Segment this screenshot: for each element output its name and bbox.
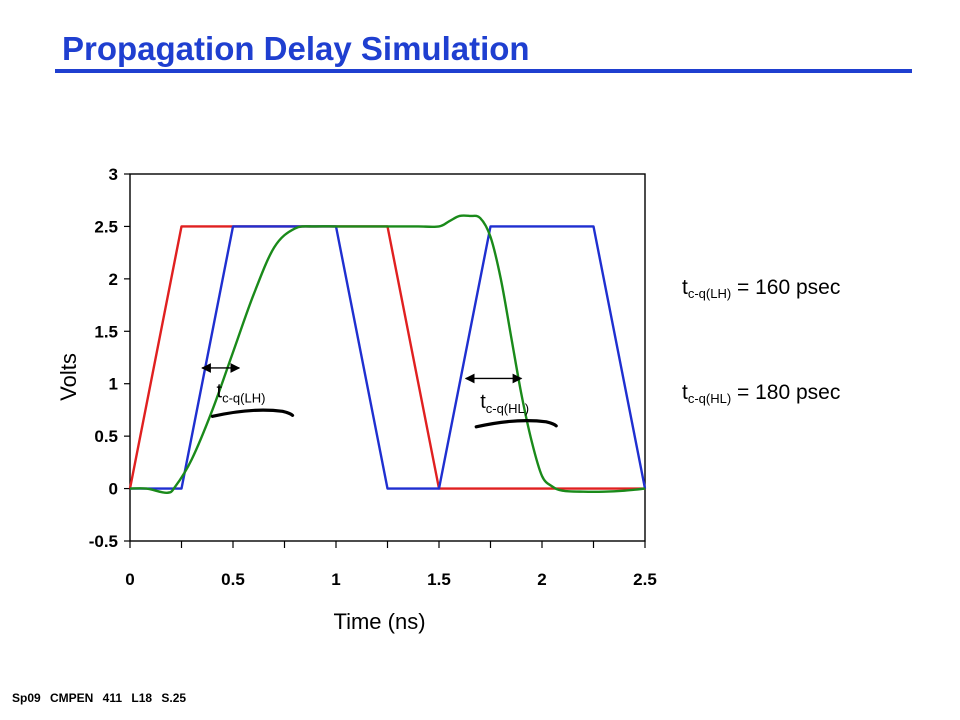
y-tick-label: 1.5 <box>94 322 118 341</box>
delay-underline-1 <box>474 419 558 429</box>
result-value: = 180 psec <box>731 381 841 404</box>
delay-underline-0 <box>210 408 295 418</box>
result-symbol: t <box>682 276 688 299</box>
delay-result-hl: tc-q(HL) = 180 psec <box>682 381 840 406</box>
slide-footer: Sp09 CMPEN 411 L18 S.25 <box>12 691 187 705</box>
delay-label-symbol: t <box>480 391 486 413</box>
y-tick-label: 2 <box>109 270 118 289</box>
x-tick-label: 2 <box>537 570 546 589</box>
delay-label-subscript: c-q(HL) <box>486 401 529 416</box>
delay-label-1: tc-q(HL) <box>480 391 529 416</box>
title-underline <box>55 69 912 73</box>
x-tick-label: 0 <box>125 570 134 589</box>
axes: 3 2.5 2 1.5 1 0.5 0 -0.5 0 0.5 1 1.5 2 2.5 <box>89 165 657 589</box>
x-tick-label: 2.5 <box>633 570 657 589</box>
y-tick-label: 2.5 <box>94 217 118 236</box>
series-line-1 <box>130 225 647 490</box>
x-axis-label: Time (ns) <box>333 609 425 634</box>
y-tick-label: 0.5 <box>94 427 118 446</box>
axis-labels: Time (ns) Volts <box>56 353 426 634</box>
x-tick-label: 0.5 <box>221 570 245 589</box>
delay-label-symbol: t <box>217 380 223 402</box>
y-tick-label: -0.5 <box>89 532 118 551</box>
x-tick-label: 1 <box>331 570 340 589</box>
y-axis-label: Volts <box>56 353 81 401</box>
result-symbol: t <box>682 381 688 404</box>
delay-result-lh: tc-q(LH) = 160 psec <box>682 276 840 301</box>
y-tick-label: 0 <box>109 480 118 499</box>
delay-label-subscript: c-q(LH) <box>222 390 265 405</box>
result-subscript: c-q(HL) <box>687 391 732 406</box>
y-tick-label: 1 <box>109 375 118 394</box>
result-subscript: c-q(LH) <box>687 286 732 301</box>
series-line-2 <box>129 214 646 494</box>
delay-label-0: tc-q(LH) <box>217 380 266 405</box>
x-tick-label: 1.5 <box>427 570 451 589</box>
result-value: = 160 psec <box>731 276 841 299</box>
series-layer <box>128 214 647 494</box>
y-tick-label: 3 <box>109 165 118 184</box>
slide-title: Propagation Delay Simulation <box>62 30 530 67</box>
annotation-layer: tc-q(LH) tc-q(HL) <box>201 363 558 429</box>
